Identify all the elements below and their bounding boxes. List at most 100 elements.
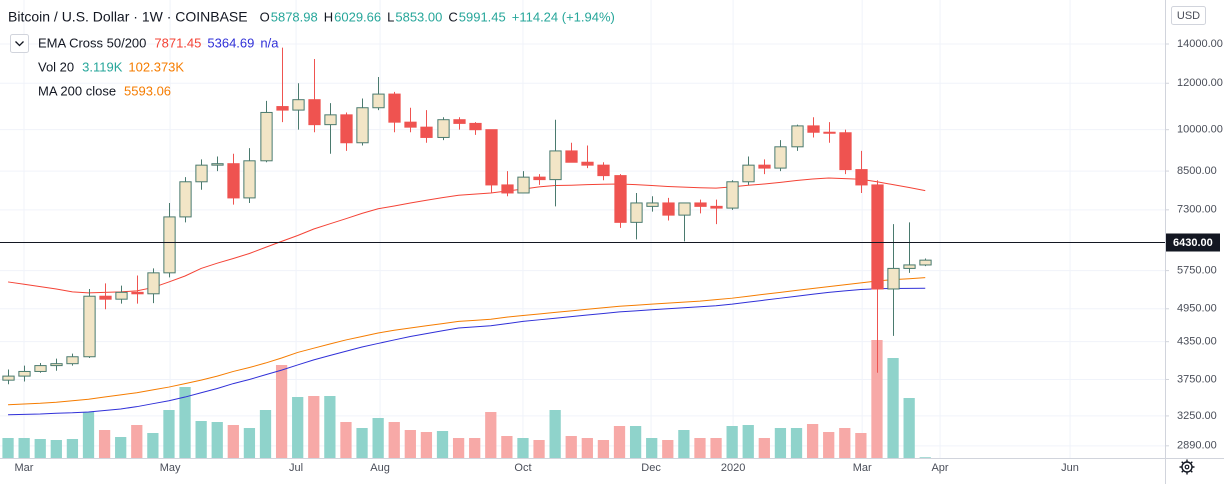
x-tick-label: Oct xyxy=(514,462,531,474)
volume-bar xyxy=(340,422,352,458)
candle-body xyxy=(485,129,498,186)
volume-bar xyxy=(82,412,95,458)
volume-bar xyxy=(629,426,642,458)
volume-bar xyxy=(324,396,336,458)
candle-body xyxy=(887,267,900,290)
candle-body xyxy=(179,181,192,218)
volume-bar xyxy=(115,437,127,458)
volume-bar xyxy=(613,426,626,458)
candle-body xyxy=(372,93,385,109)
indicator-value: 102.373K xyxy=(128,59,184,74)
candle-body xyxy=(533,176,546,181)
ohlc-value: 5853.00 xyxy=(395,9,442,24)
volume-bar xyxy=(356,428,368,458)
indicator-note: n/a xyxy=(260,35,279,50)
x-tick-label: Aug xyxy=(370,462,390,474)
volume-bar xyxy=(227,425,239,458)
volume-bar xyxy=(372,418,384,458)
volume-bar xyxy=(243,428,256,458)
ohlc-value: 5991.45 xyxy=(459,9,506,24)
volume-bar xyxy=(388,422,400,458)
candle-body xyxy=(308,99,321,126)
ohlc-value: 5878.98 xyxy=(271,9,318,24)
volume-bar xyxy=(694,438,706,458)
volume-bar xyxy=(839,428,851,458)
y-tick-label: 3250.00 xyxy=(1177,410,1217,422)
currency-box[interactable] xyxy=(1171,6,1206,25)
volume-bar xyxy=(131,425,143,458)
settings-button[interactable] xyxy=(1179,459,1195,475)
volume-bar xyxy=(726,426,738,458)
gear-hub xyxy=(1184,464,1190,470)
candle-body xyxy=(565,150,578,163)
candle-body xyxy=(549,150,562,181)
ohlc-key: L xyxy=(387,9,394,24)
volume-bar xyxy=(710,438,722,458)
x-tick-label: Mar xyxy=(14,462,33,474)
candle-body xyxy=(131,291,144,295)
volume-bar xyxy=(565,436,577,458)
candle-body xyxy=(726,181,739,209)
volume-bar xyxy=(501,436,513,458)
ohlc-key: H xyxy=(324,9,333,24)
candle-body xyxy=(469,122,482,131)
indicator-layer xyxy=(7,177,926,416)
volume-bar xyxy=(308,396,320,458)
volume-bar xyxy=(18,438,30,458)
volume-bar xyxy=(50,440,62,458)
volume-bar xyxy=(823,432,835,458)
volume-bar xyxy=(742,425,754,458)
volume-bar xyxy=(195,421,207,458)
candle-body xyxy=(646,202,659,207)
volume-bar xyxy=(581,438,593,458)
y-tick-label: 7300.00 xyxy=(1177,204,1217,216)
candle-body xyxy=(163,216,176,274)
volume-bar xyxy=(790,428,803,458)
x-tick-label: May xyxy=(160,462,181,474)
change-value: +114.24 (+1.94%) xyxy=(512,9,615,24)
indicator-name: MA 200 close xyxy=(38,83,116,98)
price-label: 6430.00 xyxy=(1173,237,1213,249)
candle-body xyxy=(66,356,79,365)
candle-body xyxy=(276,106,289,111)
candle-layer xyxy=(2,47,932,385)
volume-bar xyxy=(871,340,883,458)
y-tick-label: 12000.00 xyxy=(1177,77,1223,89)
symbol-title: Bitcoin / U.S. Dollar · 1W · COINBASE xyxy=(8,9,248,25)
candle-body xyxy=(227,163,240,199)
volume-bar xyxy=(98,430,111,458)
volume-bar xyxy=(179,387,191,458)
volume-bar xyxy=(259,410,272,458)
x-tick-label: Dec xyxy=(641,462,661,474)
volume-bar xyxy=(404,430,416,458)
currency-label[interactable]: USD xyxy=(1177,10,1200,22)
volume-bar xyxy=(774,428,787,458)
volume-layer xyxy=(2,340,931,458)
candle-body xyxy=(2,375,15,381)
candle-body xyxy=(437,119,450,138)
indicator-value: 3.119K xyxy=(82,59,123,74)
candle-body xyxy=(324,114,337,126)
candle-body xyxy=(678,202,691,216)
indicator-line xyxy=(8,277,926,406)
volume-bar xyxy=(517,438,529,458)
volume-bar xyxy=(66,439,79,458)
indicator-value: 5364.69 xyxy=(207,35,254,50)
candle-body xyxy=(903,264,916,269)
candle-body xyxy=(710,205,723,209)
candle-body xyxy=(420,126,433,138)
candle-body xyxy=(260,111,273,162)
candle-body xyxy=(18,370,31,377)
volume-bar xyxy=(887,358,899,458)
volume-bar xyxy=(34,439,46,458)
candle-body xyxy=(211,163,224,166)
candle-body xyxy=(791,125,804,148)
legend-collapse-button[interactable] xyxy=(10,34,29,53)
candle-body xyxy=(742,164,755,183)
y-tick-label: 4350.00 xyxy=(1177,336,1217,348)
candle-body xyxy=(630,202,643,223)
candle-body xyxy=(501,184,514,194)
ohlc-value: 6029.66 xyxy=(334,9,381,24)
candle-body xyxy=(581,161,594,166)
